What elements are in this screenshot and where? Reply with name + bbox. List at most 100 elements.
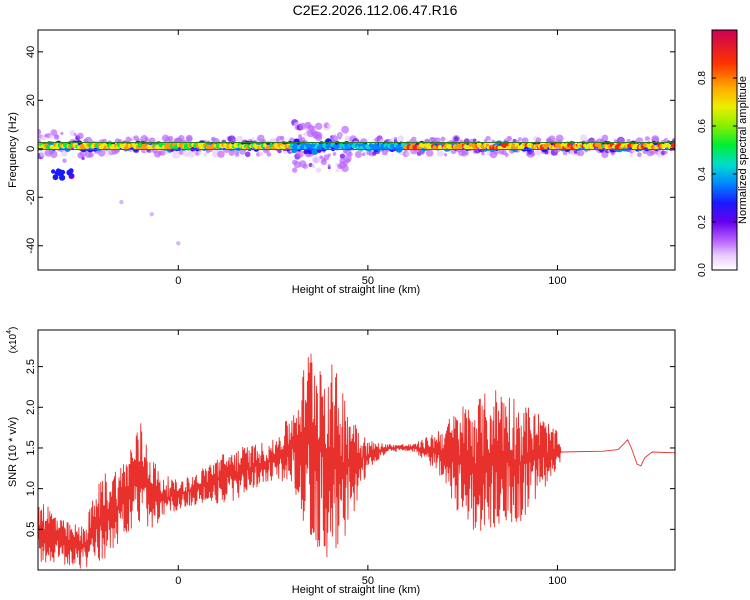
snr-y-tick-label: 1.0: [25, 481, 37, 496]
snr-frame: [37, 329, 676, 571]
spectrogram-halo: [234, 152, 240, 157]
spectrogram-halo: [188, 150, 196, 158]
spectrogram-halo: [178, 135, 185, 142]
spectrogram-halo: [397, 135, 404, 142]
spectrogram-halo: [327, 153, 331, 157]
spectrogram-halo: [315, 167, 322, 173]
spectrogram-y-tick-label: 0: [25, 146, 37, 152]
spectrogram-halo: [406, 151, 411, 157]
snr-line: [38, 353, 675, 569]
spectrogram-halo: [299, 122, 307, 130]
spectrogram-halo: [77, 132, 84, 139]
snr-x-label: Height of straight line (km): [292, 584, 420, 596]
spectrogram-y-tick-label: 20: [25, 94, 37, 106]
spectrogram-halo: [50, 129, 58, 137]
colorbar-ticks: 0.0 0.2 0.4 0.6 0.8: [697, 71, 737, 277]
snr-x-ticks: 0 50 100: [175, 330, 567, 587]
spectrogram-halo: [531, 153, 535, 157]
spectrogram-data: [38, 119, 675, 246]
spectrogram-halo: [314, 122, 323, 130]
colorbar-tick-label: 0.4: [697, 167, 708, 181]
spectrogram-band: [67, 169, 73, 174]
spectrogram-halo: [601, 134, 609, 142]
spectrogram-halo: [244, 151, 251, 158]
spectrogram-halo: [663, 137, 669, 143]
spectrogram-halo: [335, 168, 339, 173]
spectrogram-halo: [314, 133, 323, 142]
spectrogram-halo: [258, 151, 264, 156]
spectrogram-halo: [580, 134, 588, 142]
spectrogram-halo: [49, 135, 54, 140]
spectrogram-halo: [393, 136, 398, 141]
spectrogram-halo: [320, 159, 327, 166]
spectrogram-halo: [168, 135, 174, 142]
spectrogram-halo: [339, 153, 346, 159]
spectrogram-halo: [555, 134, 564, 143]
spectrogram-x-tick-label: 50: [362, 275, 374, 287]
spectrogram-halo: [311, 164, 316, 169]
spectrogram-halo: [327, 164, 331, 168]
spectrogram-halo: [535, 137, 542, 143]
spectrogram-ridge: [670, 142, 675, 149]
spectrogram-halo: [506, 135, 512, 141]
spectrogram-halo: [79, 150, 87, 158]
spectrogram-halo: [330, 135, 339, 143]
spectrogram-halo: [464, 151, 469, 156]
spectrogram-halo: [185, 134, 193, 142]
snr-y-ticks: 0.5 1.0 1.5 2.0 2.5: [25, 359, 675, 537]
spectrogram-halo: [319, 155, 324, 159]
spectrogram-halo: [354, 151, 362, 158]
spectrogram-halo: [577, 149, 585, 157]
spectrogram-halo: [251, 137, 255, 141]
spectrogram-band: [55, 168, 61, 174]
snr-x-tick-label: 50: [362, 575, 374, 587]
spectrogram-halo: [664, 150, 668, 155]
spectrogram-halo: [232, 138, 237, 143]
spectrogram-ridge: [377, 145, 382, 150]
spectrogram-halo: [38, 128, 42, 136]
spectrogram-halo: [292, 167, 298, 173]
spectrogram-halo: [198, 151, 202, 156]
spectrogram-halo: [81, 156, 85, 161]
spectrogram-halo: [62, 158, 67, 163]
spectrogram-halo: [172, 150, 180, 159]
snr-data: [38, 353, 675, 569]
spectrogram-halo: [443, 153, 448, 157]
spectrogram-halo: [217, 150, 225, 158]
spectrogram-halo: [504, 152, 509, 157]
spectrogram-x-label: Height of straight line (km): [292, 284, 420, 296]
spectrogram-halo: [144, 137, 149, 142]
spectrogram-halo: [311, 125, 316, 130]
spectrogram-halo: [480, 151, 485, 156]
snr-panel: 0 50 100 0.5 1.0 1.5 2.0 2.5 Height of straigh…: [6, 327, 676, 596]
spectrogram-y-tick-label: -20: [25, 189, 37, 205]
page-title: C2E2.2026.112.06.47.R16: [292, 2, 458, 18]
snr-y-multiplier: (x104): [6, 327, 19, 354]
colorbar-tick-label: 0.6: [697, 119, 708, 133]
spectrogram-halo: [235, 135, 244, 144]
spectrogram-halo: [436, 149, 444, 157]
spectrogram-halo: [327, 124, 332, 129]
snr-x-tick-label: 100: [548, 575, 566, 587]
spectrogram-halo: [341, 164, 349, 173]
spectrogram-halo: [337, 132, 343, 138]
spectrogram-halo: [453, 136, 459, 142]
spectrogram-halo: [341, 125, 349, 134]
snr-x-tick-label: 0: [175, 575, 181, 587]
spectrogram-halo: [298, 134, 302, 139]
spectrogram-halo: [303, 132, 308, 137]
colorbar-tick-label: 0.0: [697, 263, 708, 277]
spectrogram-isolated-point: [149, 212, 154, 217]
spectrogram-y-tick-label: -40: [25, 238, 37, 254]
spectrogram-halo: [312, 155, 320, 164]
svg-text:(x104): (x104): [6, 327, 19, 354]
spectrogram-halo: [50, 150, 58, 159]
spectrogram-x-tick-label: 100: [548, 275, 566, 287]
spectrogram-halo: [672, 138, 675, 142]
spectrogram-halo: [60, 131, 64, 135]
snr-y-tick-label: 2.0: [25, 400, 37, 415]
spectrogram-halo: [266, 152, 272, 157]
snr-y-tick-label: 1.5: [25, 440, 37, 455]
spectrogram-halo: [178, 150, 184, 156]
colorbar-tick-label: 0.2: [697, 215, 708, 229]
